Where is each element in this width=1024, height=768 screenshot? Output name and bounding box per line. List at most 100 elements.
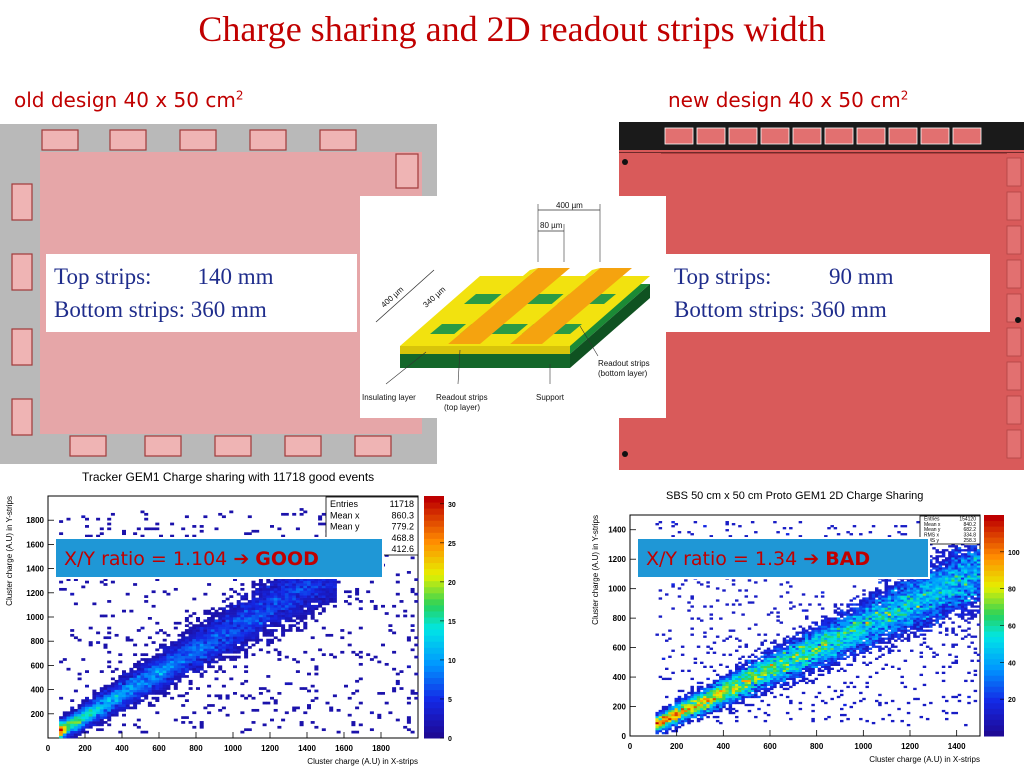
heatmap-cell: [674, 721, 679, 725]
heatmap-cell: [859, 691, 863, 695]
heatmap-cell: [932, 565, 936, 568]
heatmap-cell: [887, 597, 892, 600]
heatmap-cell: [107, 687, 112, 690]
heatmap-cell: [754, 663, 758, 666]
heatmap-cell: [776, 661, 780, 664]
heatmap-cell: [229, 677, 234, 681]
heatmap-cell: [144, 679, 149, 683]
heatmap-cell: [273, 578, 278, 581]
heatmap-cell: [951, 581, 955, 584]
heatmap-cell: [144, 600, 149, 603]
heatmap-cell: [88, 718, 93, 722]
heatmap-cell: [668, 709, 672, 713]
heatmap-cell: [957, 613, 962, 616]
heatmap-cell: [976, 589, 981, 592]
heatmap-cell: [776, 611, 780, 614]
heatmap-cell: [805, 669, 809, 673]
heatmap-cell: [763, 639, 768, 642]
heatmap-cell: [307, 600, 311, 603]
heatmap-cell: [789, 665, 793, 668]
heatmap-cell: [948, 611, 952, 614]
heatmap-cell: [340, 636, 345, 640]
heatmap-cell: [967, 571, 971, 574]
heatmap-cell: [964, 629, 968, 632]
heatmap-cell: [878, 613, 882, 616]
heatmap-cell: [741, 675, 745, 679]
heatmap-cell: [770, 611, 774, 614]
heatmap-cell: [188, 653, 193, 657]
heatmap-cell: [887, 607, 892, 610]
heatmap-cell: [890, 621, 895, 624]
heatmap-cell: [913, 611, 917, 614]
heatmap-cell: [244, 643, 249, 647]
heatmap-cell: [677, 715, 682, 719]
heatmap-cell: [868, 615, 873, 618]
heatmap-cell: [207, 662, 212, 666]
heatmap-cell: [747, 601, 752, 604]
heatmap-cell: [741, 695, 745, 699]
heatmap-cell: [811, 671, 815, 675]
heatmap-cell: [795, 667, 799, 670]
board-connector-right: [1006, 429, 1022, 459]
heatmap-cell: [199, 525, 204, 528]
heatmap-cell: [770, 655, 774, 658]
heatmap-cell: [770, 663, 774, 666]
heatmap-cell: [251, 626, 256, 630]
heatmap-cell: [824, 615, 828, 618]
heatmap-cell: [744, 589, 749, 592]
heatmap-cell: [184, 655, 189, 659]
heatmap-cell: [251, 624, 256, 627]
stats-value: 11718: [390, 499, 414, 509]
heatmap-cell: [247, 607, 252, 611]
heatmap-cell: [221, 592, 226, 596]
heatmap-cell: [192, 534, 197, 538]
heatmap-cell: [820, 699, 825, 703]
heatmap-cell: [792, 659, 796, 662]
heatmap-cell: [292, 583, 297, 586]
heatmap-cell: [318, 648, 323, 652]
heatmap-cell: [307, 585, 311, 589]
heatmap-cell: [897, 589, 901, 592]
heatmap-cell: [843, 617, 847, 620]
heatmap-cell: [976, 575, 981, 578]
heatmap-cell: [107, 701, 112, 705]
heatmap-cell: [967, 621, 971, 624]
heatmap-cell: [862, 589, 866, 592]
heatmap-cell: [144, 662, 149, 666]
heatmap-cell: [859, 619, 863, 622]
heatmap-cell: [960, 569, 965, 572]
heatmap-cell: [795, 633, 799, 636]
heatmap-cell: [846, 645, 850, 648]
heatmap-cell: [938, 611, 943, 614]
heatmap-cell: [910, 611, 914, 614]
heatmap-cell: [690, 627, 694, 630]
heatmap-cell: [136, 677, 141, 681]
heatmap-cell: [906, 585, 911, 588]
heatmap-cell: [329, 590, 334, 594]
heatmap-cell: [307, 607, 311, 611]
heatmap-cell: [181, 665, 186, 669]
heatmap-cell: [865, 611, 869, 614]
heatmap-cell: [830, 629, 834, 632]
heatmap-cell: [184, 670, 189, 673]
heatmap-cell: [196, 626, 200, 630]
heatmap-cell: [203, 655, 208, 659]
heatmap-cell: [225, 633, 230, 637]
heatmap-cell: [773, 685, 777, 689]
heatmap-cell: [773, 607, 777, 610]
heatmap-cell: [262, 624, 267, 627]
heatmap-cell: [329, 706, 334, 710]
heatmap-cell: [728, 701, 733, 705]
heatmap-cell: [244, 612, 249, 615]
heatmap-cell: [884, 601, 889, 604]
heatmap-cell: [233, 665, 237, 669]
heatmap-cell: [916, 611, 920, 614]
heatmap-cell: [770, 685, 774, 689]
heatmap-cell: [932, 607, 936, 610]
color-scale-step: [424, 604, 444, 612]
heatmap-cell: [709, 689, 714, 693]
heatmap-cell: [196, 655, 200, 659]
heatmap-cell: [741, 669, 745, 673]
heatmap-cell: [85, 517, 89, 521]
heatmap-cell: [938, 595, 943, 598]
